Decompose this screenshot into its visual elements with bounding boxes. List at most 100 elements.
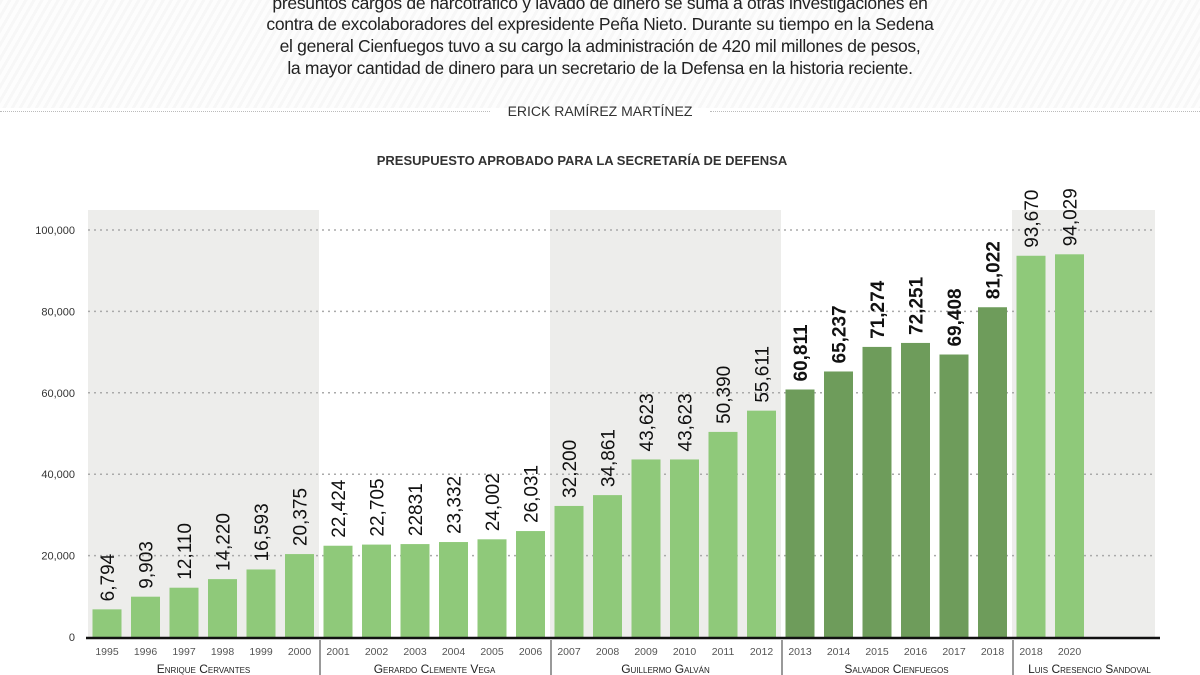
bar — [708, 431, 738, 637]
x-tick-label: 2006 — [519, 646, 543, 658]
x-tick-label: 2010 — [673, 646, 697, 658]
author-name: ERICK RAMÍREZ MARTÍNEZ — [507, 103, 693, 119]
bar-value-label: 72,251 — [907, 276, 928, 335]
bar-value-label: 34,861 — [599, 429, 620, 487]
x-tick-label: 2003 — [403, 646, 427, 658]
bar-value-label: 60,811 — [791, 324, 812, 381]
bar — [939, 354, 969, 637]
bar — [439, 542, 468, 637]
group-shade — [550, 210, 781, 637]
x-tick-label: 2018 — [1019, 646, 1043, 658]
bar-value-label: 94,029 — [1061, 188, 1082, 246]
bar-value-label: 16,593 — [252, 503, 273, 561]
x-tick-label: 2015 — [865, 646, 889, 658]
bar — [670, 459, 699, 637]
x-tick-label: 2011 — [712, 646, 735, 658]
intro-line: contra de excolaboradores del expresiden… — [266, 14, 934, 34]
bar-value-label: 12,110 — [175, 523, 196, 580]
x-tick-label: 2008 — [596, 646, 620, 658]
bar-value-label: 22,705 — [368, 478, 389, 536]
bar — [131, 596, 160, 637]
bar-value-label: 14,220 — [214, 513, 235, 571]
bar — [323, 545, 353, 637]
bar — [631, 459, 661, 637]
x-tick-label: 2014 — [827, 646, 851, 658]
bar — [824, 371, 853, 637]
y-tick-label: 60,000 — [41, 388, 75, 400]
bar-value-label: 22831 — [406, 483, 427, 536]
intro-background — [0, 0, 1200, 108]
intro-line: la mayor cantidad de dinero para un secr… — [287, 58, 913, 78]
x-tick-label: 1995 — [95, 646, 119, 658]
intro-line: presuntos cargos de narcotráfico y lavad… — [272, 0, 928, 13]
byline: ERICK RAMÍREZ MARTÍNEZ — [0, 101, 1200, 121]
bar — [785, 389, 815, 637]
bar — [477, 539, 507, 637]
bar — [593, 495, 622, 637]
bar-value-label: 22,424 — [329, 479, 350, 538]
group-label: Luis Cresencio Sandoval — [1028, 662, 1151, 675]
y-tick-label: 40,000 — [41, 469, 75, 481]
x-tick-label: 2017 — [942, 646, 966, 658]
bar — [92, 609, 122, 637]
bar — [554, 505, 584, 637]
bar-value-label: 26,031 — [522, 465, 543, 523]
bar-value-label: 23,332 — [445, 476, 466, 534]
bar — [1016, 255, 1046, 637]
bar-value-label: 50,390 — [714, 366, 735, 424]
x-tick-label: 2018 — [981, 646, 1005, 658]
x-tick-label: 2007 — [557, 646, 581, 658]
group-shade — [88, 210, 319, 637]
bar — [862, 346, 892, 637]
bar — [1055, 254, 1084, 637]
intro-line: el general Cienfuegos tuvo a su cargo la… — [279, 36, 921, 56]
x-tick-label: 2016 — [904, 646, 928, 658]
bar-value-label: 24,002 — [483, 473, 504, 531]
y-tick-label: 100,000 — [35, 225, 75, 237]
bar-value-label: 43,623 — [676, 393, 697, 451]
bar-value-label: 55,611 — [753, 346, 774, 403]
bar-value-label: 43,623 — [637, 393, 658, 451]
bar — [246, 569, 276, 637]
x-tick-label: 1999 — [249, 646, 273, 658]
x-tick-label: 2005 — [480, 646, 504, 658]
x-tick-label: 2002 — [365, 646, 389, 658]
bar-value-label: 71,274 — [868, 280, 889, 339]
bar-value-label: 65,237 — [830, 305, 851, 363]
bar — [747, 410, 776, 637]
bar — [516, 531, 545, 637]
y-tick-label: 20,000 — [41, 551, 75, 563]
chart-title: PRESUPUESTO APROBADO PARA LA SECRETARÍA … — [376, 153, 788, 168]
bar-value-label: 20,375 — [291, 488, 312, 546]
bar-value-label: 6,794 — [98, 553, 119, 601]
group-label: Guillermo Galván — [621, 662, 710, 675]
x-tick-label: 2012 — [750, 646, 774, 658]
bar — [978, 307, 1007, 637]
bar — [901, 342, 930, 637]
bar-value-label: 32,200 — [560, 440, 581, 498]
x-tick-label: 2013 — [788, 646, 812, 658]
y-tick-label: 80,000 — [41, 306, 75, 318]
x-tick-label: 1996 — [134, 646, 158, 658]
bar — [400, 544, 430, 637]
bar-value-label: 9,903 — [137, 541, 158, 589]
bar-value-label: 93,670 — [1022, 190, 1043, 248]
group-label: Enrique Cervantes — [157, 662, 251, 675]
x-tick-label: 2020 — [1058, 646, 1082, 658]
x-tick-label: 1997 — [172, 646, 196, 658]
group-label: Gerardo Clemente Vega — [374, 662, 496, 675]
x-tick-label: 2001 — [326, 646, 350, 658]
bar-value-label: 69,408 — [945, 288, 966, 346]
x-tick-label: 1998 — [211, 646, 235, 658]
x-tick-label: 2004 — [442, 646, 466, 658]
x-tick-label: 2009 — [634, 646, 658, 658]
bar — [169, 587, 199, 637]
x-tick-label: 2000 — [288, 646, 312, 658]
bar — [285, 554, 314, 637]
group-label: Salvador Cienfuegos — [844, 662, 948, 675]
y-tick-label: 0 — [69, 632, 75, 644]
bar-value-label: 81,022 — [984, 241, 1005, 299]
bar — [362, 544, 391, 637]
bar — [208, 579, 237, 637]
